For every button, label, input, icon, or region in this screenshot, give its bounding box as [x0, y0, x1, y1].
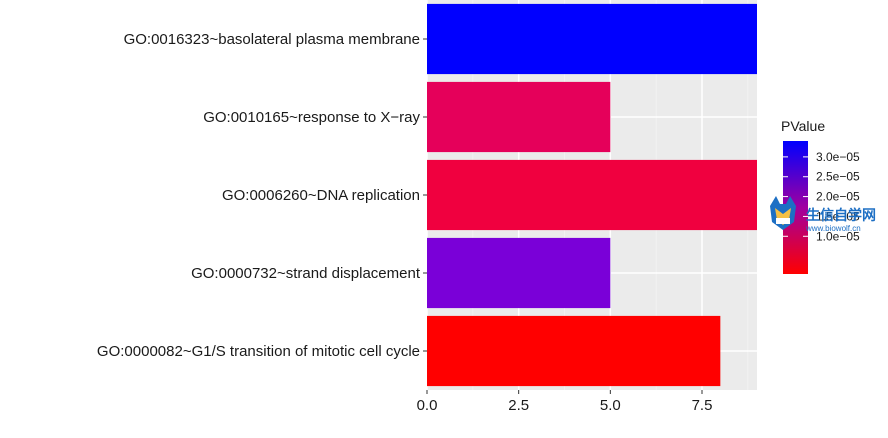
category-label: GO:0006260~DNA replication: [222, 187, 420, 204]
legend-tick-label: 2.0e−05: [816, 190, 860, 204]
bar: [427, 315, 721, 387]
category-label: GO:0000732~strand displacement: [191, 265, 421, 282]
legend-tick-label: 2.5e−05: [816, 170, 860, 184]
x-tick-label: 0.0: [417, 397, 438, 414]
legend-tick-label: 1.5e−05: [816, 209, 860, 223]
bar: [427, 159, 757, 231]
fox-book-logo-icon: [770, 196, 796, 230]
category-label: GO:0016323~basolateral plasma membrane: [124, 31, 420, 48]
watermark-text: 生信自学网: [806, 207, 876, 223]
legend-tick-label: 1.0e−05: [816, 229, 860, 243]
legend-tick-label: 3.0e−05: [816, 150, 860, 164]
bar: [427, 237, 611, 309]
category-label: GO:0000082~G1/S transition of mitotic ce…: [97, 343, 420, 360]
x-tick-label: 5.0: [600, 397, 621, 414]
bar: [427, 3, 757, 75]
x-tick-label: 7.5: [692, 397, 713, 414]
watermark: 生信自学网 www.biowolf.cn: [770, 196, 876, 233]
category-label: GO:0010165~response to X−ray: [203, 109, 420, 126]
x-tick-label: 2.5: [508, 397, 529, 414]
watermark-url: www.biowolf.cn: [805, 224, 861, 233]
legend-title: PValue: [781, 118, 825, 134]
bar: [427, 81, 611, 153]
